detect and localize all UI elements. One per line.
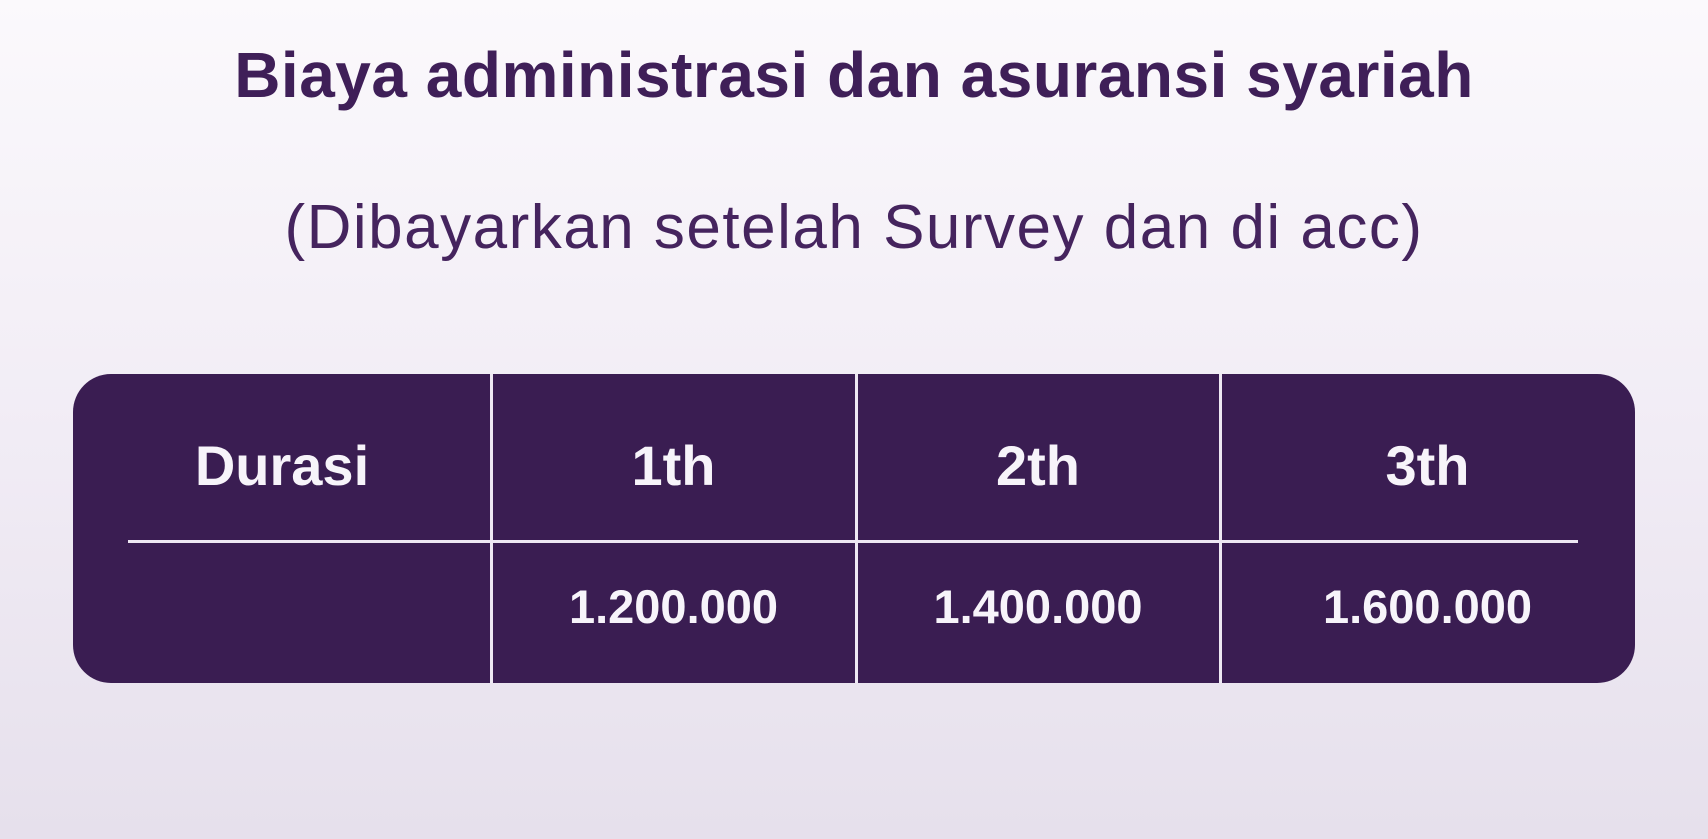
fee-table-grid: Durasi 1th 2th 3th 1.200.000 1.400.000 1…: [73, 374, 1635, 683]
table-cell-price-1th: 1.200.000: [568, 580, 779, 633]
table-header-2th: 2th: [996, 433, 1080, 497]
table-cell-price-3th: 1.600.000: [1322, 580, 1533, 633]
page-subtitle: (Dibayarkan setelah Survey dan di acc): [284, 193, 1424, 262]
page-title: Biaya administrasi dan asuransi syariah: [234, 39, 1474, 111]
fee-table: Durasi 1th 2th 3th 1.200.000 1.400.000 1…: [73, 374, 1635, 683]
table-header-durasi: Durasi: [194, 433, 370, 497]
table-header-3th: 3th: [1385, 433, 1470, 497]
column-divider-3: [1219, 374, 1222, 683]
table-header-1th: 1th: [631, 433, 716, 497]
column-divider-2: [855, 374, 858, 683]
table-cell-price-2th: 1.400.000: [933, 580, 1143, 633]
header-row-divider: [128, 540, 1578, 543]
column-divider-1: [490, 374, 493, 683]
table-cell-durasi-empty: [73, 542, 491, 683]
